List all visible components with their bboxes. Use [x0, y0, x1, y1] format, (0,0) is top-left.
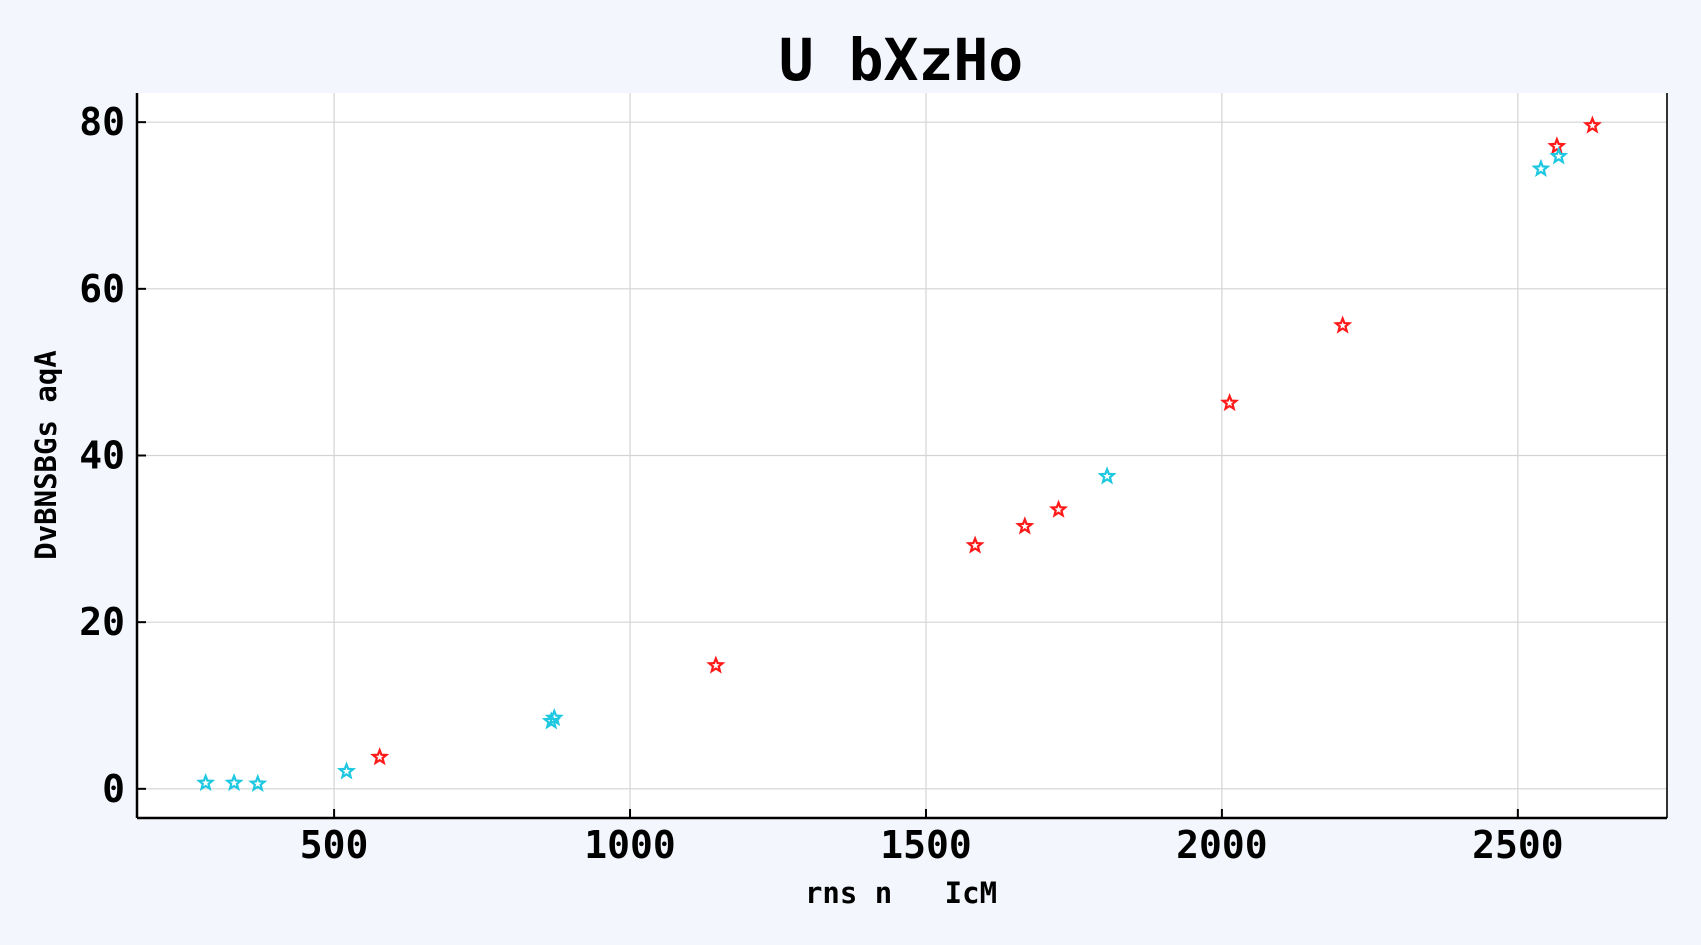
y-tick-label: 60 — [79, 267, 125, 311]
data-point-series-1 — [1015, 516, 1035, 535]
y-tick-label: 80 — [79, 100, 125, 144]
y-axis-label: DvBNSBGs aqA — [29, 350, 63, 560]
data-point-series-1 — [1220, 392, 1240, 412]
x-axis-label: rns n IcM — [805, 876, 997, 910]
data-point-series-2 — [1549, 146, 1569, 165]
data-point-series-1 — [370, 747, 390, 766]
data-point-series-1 — [1547, 136, 1567, 155]
x-tick-label: 1000 — [584, 823, 676, 867]
data-point-series-2 — [1097, 466, 1117, 485]
y-tick-label: 40 — [79, 434, 125, 478]
grid — [137, 93, 1667, 818]
data-point-series-1 — [1582, 115, 1602, 134]
data-points — [196, 115, 1602, 792]
x-tick-label: 2500 — [1472, 823, 1564, 867]
data-point-series-1 — [706, 655, 726, 674]
y-tick-label: 20 — [79, 600, 125, 644]
data-point-series-2 — [1531, 158, 1551, 177]
x-tick-label: 500 — [300, 823, 369, 867]
data-point-series-2 — [224, 772, 244, 792]
data-point-series-2 — [336, 761, 357, 780]
data-point-series-2 — [196, 772, 216, 792]
data-point-series-1 — [1333, 315, 1353, 334]
chart-title: U bXzHo — [779, 26, 1023, 94]
y-tick-label: 0 — [102, 767, 125, 811]
data-point-series-1 — [965, 535, 985, 554]
axis-ticks: 500 1000 1500 2000 2500 0 20 40 60 80 — [79, 100, 1563, 867]
x-tick-label: 1500 — [880, 823, 972, 867]
data-point-series-2 — [544, 707, 564, 727]
x-tick-label: 2000 — [1176, 823, 1268, 867]
data-point-series-1 — [1048, 499, 1069, 518]
data-point-series-2 — [248, 773, 268, 792]
